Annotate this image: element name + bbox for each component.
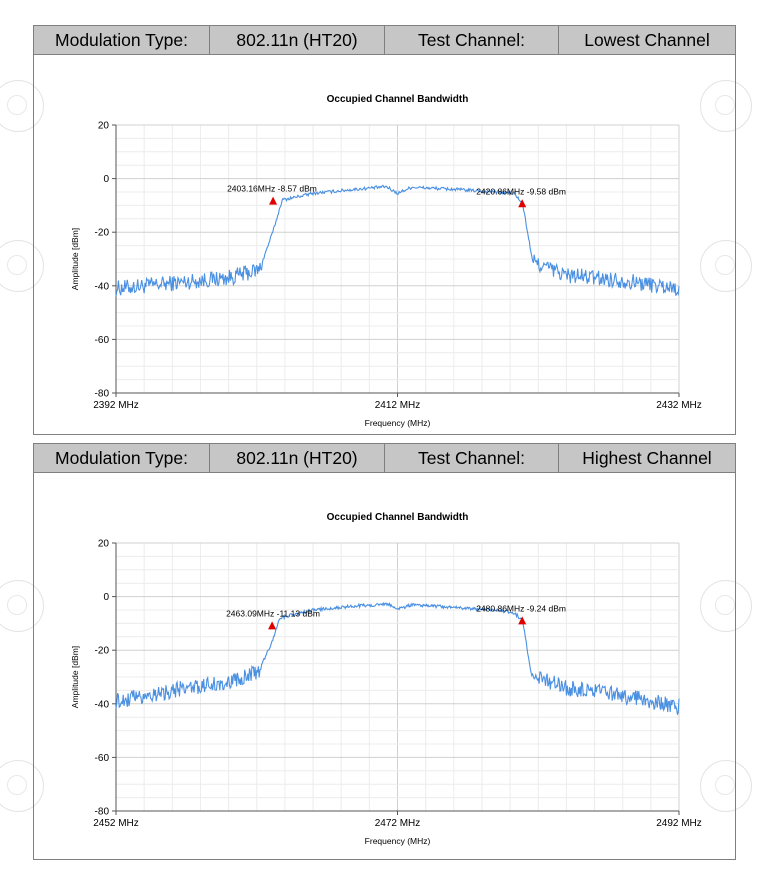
test-channel-label: Test Channel: — [385, 26, 559, 54]
spectrum-trace — [115, 184, 680, 297]
watermark-logo — [0, 760, 44, 812]
x-tick-label: 2472 MHz — [375, 818, 421, 829]
chart-title: Occupied Channel Bandwidth — [327, 94, 469, 105]
x-tick-label: 2432 MHz — [656, 400, 702, 411]
chart-panel: Occupied Channel Bandwidth 20 0 -20 -40 -60 -8… — [33, 55, 736, 435]
marker-triangle — [268, 621, 277, 630]
x-tick-label: 2452 MHz — [93, 818, 139, 829]
marker-label: 2403.16MHz -8.57 dBm — [227, 184, 317, 194]
y-tick-label: -20 — [95, 646, 110, 657]
y-tick-label: -80 — [95, 389, 110, 400]
marker-triangle — [269, 196, 278, 205]
y-axis-label: Amplitude [dBm] — [70, 228, 80, 290]
chart-title: Occupied Channel Bandwidth — [327, 512, 469, 523]
test-header-row: Modulation Type: 802.11n (HT20) Test Cha… — [33, 25, 736, 55]
marker-triangle — [518, 199, 527, 208]
chart-panel: Occupied Channel Bandwidth 20 0 -20 -40 -60 -8… — [33, 473, 736, 860]
test-channel-value: Lowest Channel — [584, 29, 710, 50]
y-tick-label: 0 — [103, 592, 109, 603]
marker-label: 2463.09MHz -11.13 dBm — [226, 608, 320, 618]
test-section-lowest: Modulation Type: 802.11n (HT20) Test Cha… — [33, 25, 736, 435]
y-tick-label: 0 — [103, 174, 109, 185]
y-tick-label: -60 — [95, 335, 110, 346]
modulation-type-value: 802.11n (HT20) — [210, 444, 385, 472]
x-tick-label: 2492 MHz — [656, 818, 702, 829]
watermark-logo — [700, 80, 752, 132]
x-tick-label: 2412 MHz — [375, 400, 421, 411]
marker-triangle — [518, 616, 527, 625]
grid — [115, 124, 680, 394]
modulation-type-label: Modulation Type: — [34, 26, 210, 54]
grid — [115, 542, 680, 812]
x-axis-label: Frequency (MHz) — [365, 836, 431, 846]
watermark-logo — [700, 760, 752, 812]
watermark-logo — [0, 580, 44, 632]
watermark-logo — [700, 580, 752, 632]
y-tick-label: -60 — [95, 753, 110, 764]
modulation-type-value: 802.11n (HT20) — [210, 26, 385, 54]
test-section-highest: Modulation Type: 802.11n (HT20) Test Cha… — [33, 443, 736, 862]
test-header-row: Modulation Type: 802.11n (HT20) Test Cha… — [33, 443, 736, 473]
y-tick-label: -20 — [95, 228, 110, 239]
y-tick-label: -40 — [95, 281, 110, 292]
y-tick-label: 20 — [98, 121, 110, 132]
y-tick-label: 20 — [98, 539, 110, 550]
test-channel-value: Highest Channel — [582, 447, 712, 468]
spectrum-trace — [115, 601, 680, 716]
occupied-bandwidth-chart: Occupied Channel Bandwidth 20 0 -20 -40 -60 -8… — [70, 94, 702, 428]
y-tick-label: -80 — [95, 807, 110, 818]
occupied-bandwidth-chart: Occupied Channel Bandwidth 20 0 -20 -40 -60 -8… — [70, 512, 702, 846]
test-channel-label: Test Channel: — [385, 444, 559, 472]
marker-label: 2480.86MHz -9.24 dBm — [476, 603, 566, 613]
x-tick-label: 2392 MHz — [93, 400, 139, 411]
watermark-logo — [0, 80, 44, 132]
modulation-type-label: Modulation Type: — [34, 444, 210, 472]
marker-label: 2420.86MHz -9.58 dBm — [476, 186, 566, 196]
x-axis-label: Frequency (MHz) — [365, 418, 431, 428]
y-tick-label: -40 — [95, 699, 110, 710]
y-axis-label: Amplitude [dBm] — [70, 646, 80, 708]
watermark-logo — [0, 240, 44, 292]
watermark-logo — [700, 240, 752, 292]
